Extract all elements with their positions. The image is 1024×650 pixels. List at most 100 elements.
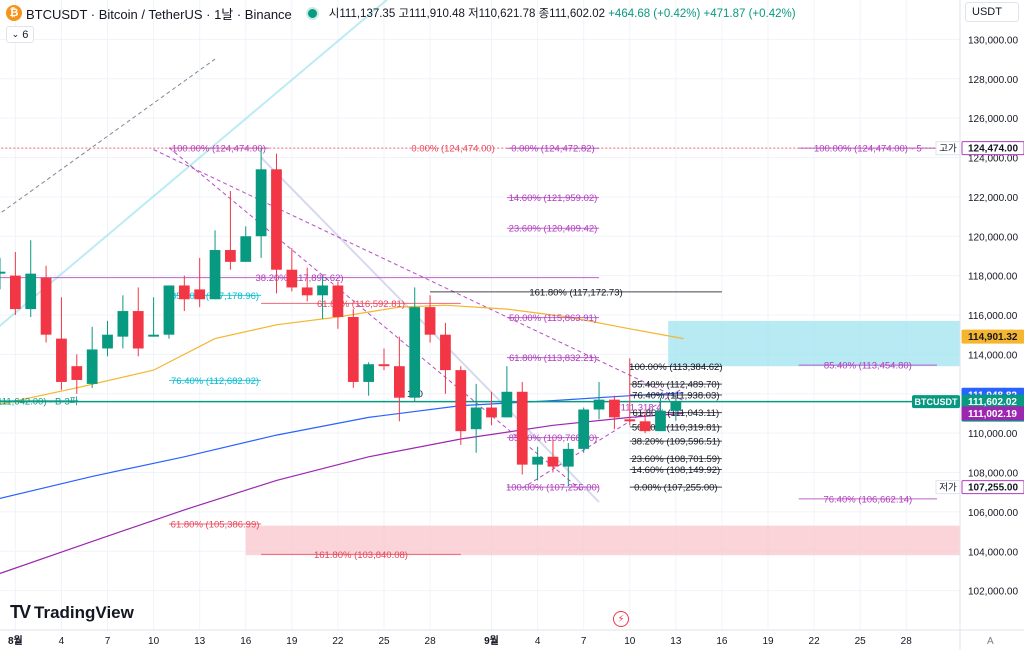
candle-body (393, 366, 405, 398)
fib-level-label: 0.00% (124,474.00) (411, 144, 494, 155)
price-tag-side-label: 저가 (939, 483, 957, 494)
fib-level-label: 161.80% (117,172.73) (529, 287, 622, 298)
candle (86, 326, 98, 388)
candle-body (639, 421, 651, 432)
candle (393, 336, 405, 422)
candle-body (255, 169, 267, 237)
ohlc-values: 시111,137.35 고111,910.48 저110,621.78 종111… (329, 5, 796, 21)
price-axis-tick-label: 114,000.00 (968, 350, 1018, 361)
time-axis-tick-label: 7 (105, 636, 111, 647)
candle (317, 275, 328, 319)
bitcoin-icon: ₿ (6, 5, 22, 21)
candle (378, 348, 390, 371)
fib-level-label: 38.20% (117,895.62) (256, 273, 344, 284)
drawing-label: (111,318.4 (617, 403, 661, 414)
price-axis-tick-label: 120,000.00 (968, 232, 1018, 243)
price-axis-tick-label: 108,000.00 (968, 469, 1018, 480)
time-axis-tick-label: 10 (624, 636, 636, 647)
price-tag-box (961, 406, 1024, 421)
candle (117, 295, 129, 349)
price-tag-box (961, 141, 1024, 156)
time-axis-tick-label: 16 (716, 636, 728, 647)
price-tag-value: 111,002.19 (968, 409, 1017, 420)
lightning-icon[interactable]: ⚡ (613, 611, 629, 627)
candle-body (0, 271, 6, 274)
market-status-icon (305, 6, 319, 20)
fib-level-label: 0.00% (124,472.82) (511, 144, 594, 155)
candle (486, 391, 497, 426)
fib-level-label: 61.80% (113,832.21) (509, 353, 597, 364)
candle-body (486, 407, 497, 418)
symbol-tag-box (912, 395, 960, 409)
price-tag-box (961, 480, 1024, 495)
time-axis-tick-label: 28 (425, 636, 437, 647)
price-tag: 114,901.32 (961, 329, 1024, 344)
fib-level-label: 100.00% (124,474.00) (172, 144, 266, 155)
auto-scale-button[interactable]: A (987, 636, 994, 647)
price-tag-side-box (935, 141, 961, 156)
candle-body (240, 236, 252, 262)
time-axis-tick-label: 22 (332, 636, 344, 647)
price-axis-tick-label: 122,000.00 (968, 193, 1018, 204)
price-tag: 124,474.00 고가 (935, 141, 1024, 156)
candle (71, 354, 83, 394)
candle (0, 257, 6, 290)
candle (440, 322, 451, 394)
indicators-toggle-button[interactable]: ⌄ 6 (6, 26, 34, 43)
tradingview-logo[interactable]: TV TradingView (10, 602, 134, 623)
trend-line (0, 58, 216, 215)
candle-body (470, 407, 482, 430)
candle-body (194, 289, 206, 300)
time-axis-tick-label: 22 (809, 636, 821, 647)
time-axis-tick-label: 8월 (8, 635, 23, 647)
fib-level-label: 0.00% (107,255.00) (634, 483, 717, 494)
time-axis-tick-label: 28 (901, 636, 913, 647)
price-tag-value: 107,255.00 (968, 483, 1018, 494)
candle-body (271, 169, 282, 270)
time-axis-tick-label: 25 (855, 636, 867, 647)
candle (409, 287, 421, 402)
candle-body (409, 307, 421, 398)
trend-line (0, 0, 389, 327)
price-axis-tick-label: 116,000.00 (968, 311, 1018, 322)
time-axis-tick-label: 13 (670, 636, 682, 647)
candle (194, 257, 206, 308)
candle-body (532, 456, 543, 465)
candle (547, 439, 559, 473)
symbol-title[interactable]: BTCUSDT · Bitcoin / TetherUS · 1날 · Bina… (26, 6, 292, 22)
time-axis-tick-label: 4 (59, 636, 65, 647)
fib-level-label: 61.80% (116,592.81) (317, 299, 405, 310)
currency-select[interactable]: USDT (965, 2, 1019, 22)
candle (9, 252, 21, 315)
candle-body (25, 273, 37, 310)
time-axis-tick-label: 19 (762, 636, 774, 647)
candle (271, 153, 282, 294)
price-tag-value: 111,602.02 (968, 397, 1017, 408)
candle (639, 411, 651, 434)
symbol-tag-label: BTCUSDT (915, 397, 958, 407)
fib-level-label: 14.60% (108,149.92) (631, 465, 720, 476)
moving-average-line (0, 392, 684, 499)
candle (286, 248, 298, 292)
high-value: 고111,910.48 (398, 8, 465, 20)
price-tag-side-label: 고가 (939, 144, 957, 155)
indicators-count: 6 (22, 28, 29, 41)
fib-level-label: 76.40% (106,662.14) (823, 494, 912, 505)
moving-average-line (0, 412, 684, 575)
candle (209, 230, 221, 300)
candle-body (301, 287, 313, 296)
candle (609, 395, 620, 430)
fib-level-label: 76.40% (112,682.02) (171, 376, 259, 387)
candle (255, 148, 267, 258)
candle-body (501, 391, 513, 418)
candle-body (578, 409, 590, 449)
candle (470, 383, 482, 453)
time-axis-tick-label: 4 (535, 636, 541, 647)
time-axis-tick-label: 19 (286, 636, 298, 647)
price-axis-tick-label: 130,000.00 (968, 35, 1018, 46)
fib-level-label: 50.00% (115,863.91) (509, 313, 597, 324)
candle-body (593, 399, 605, 410)
trend-line (168, 147, 584, 493)
candle (578, 407, 590, 453)
